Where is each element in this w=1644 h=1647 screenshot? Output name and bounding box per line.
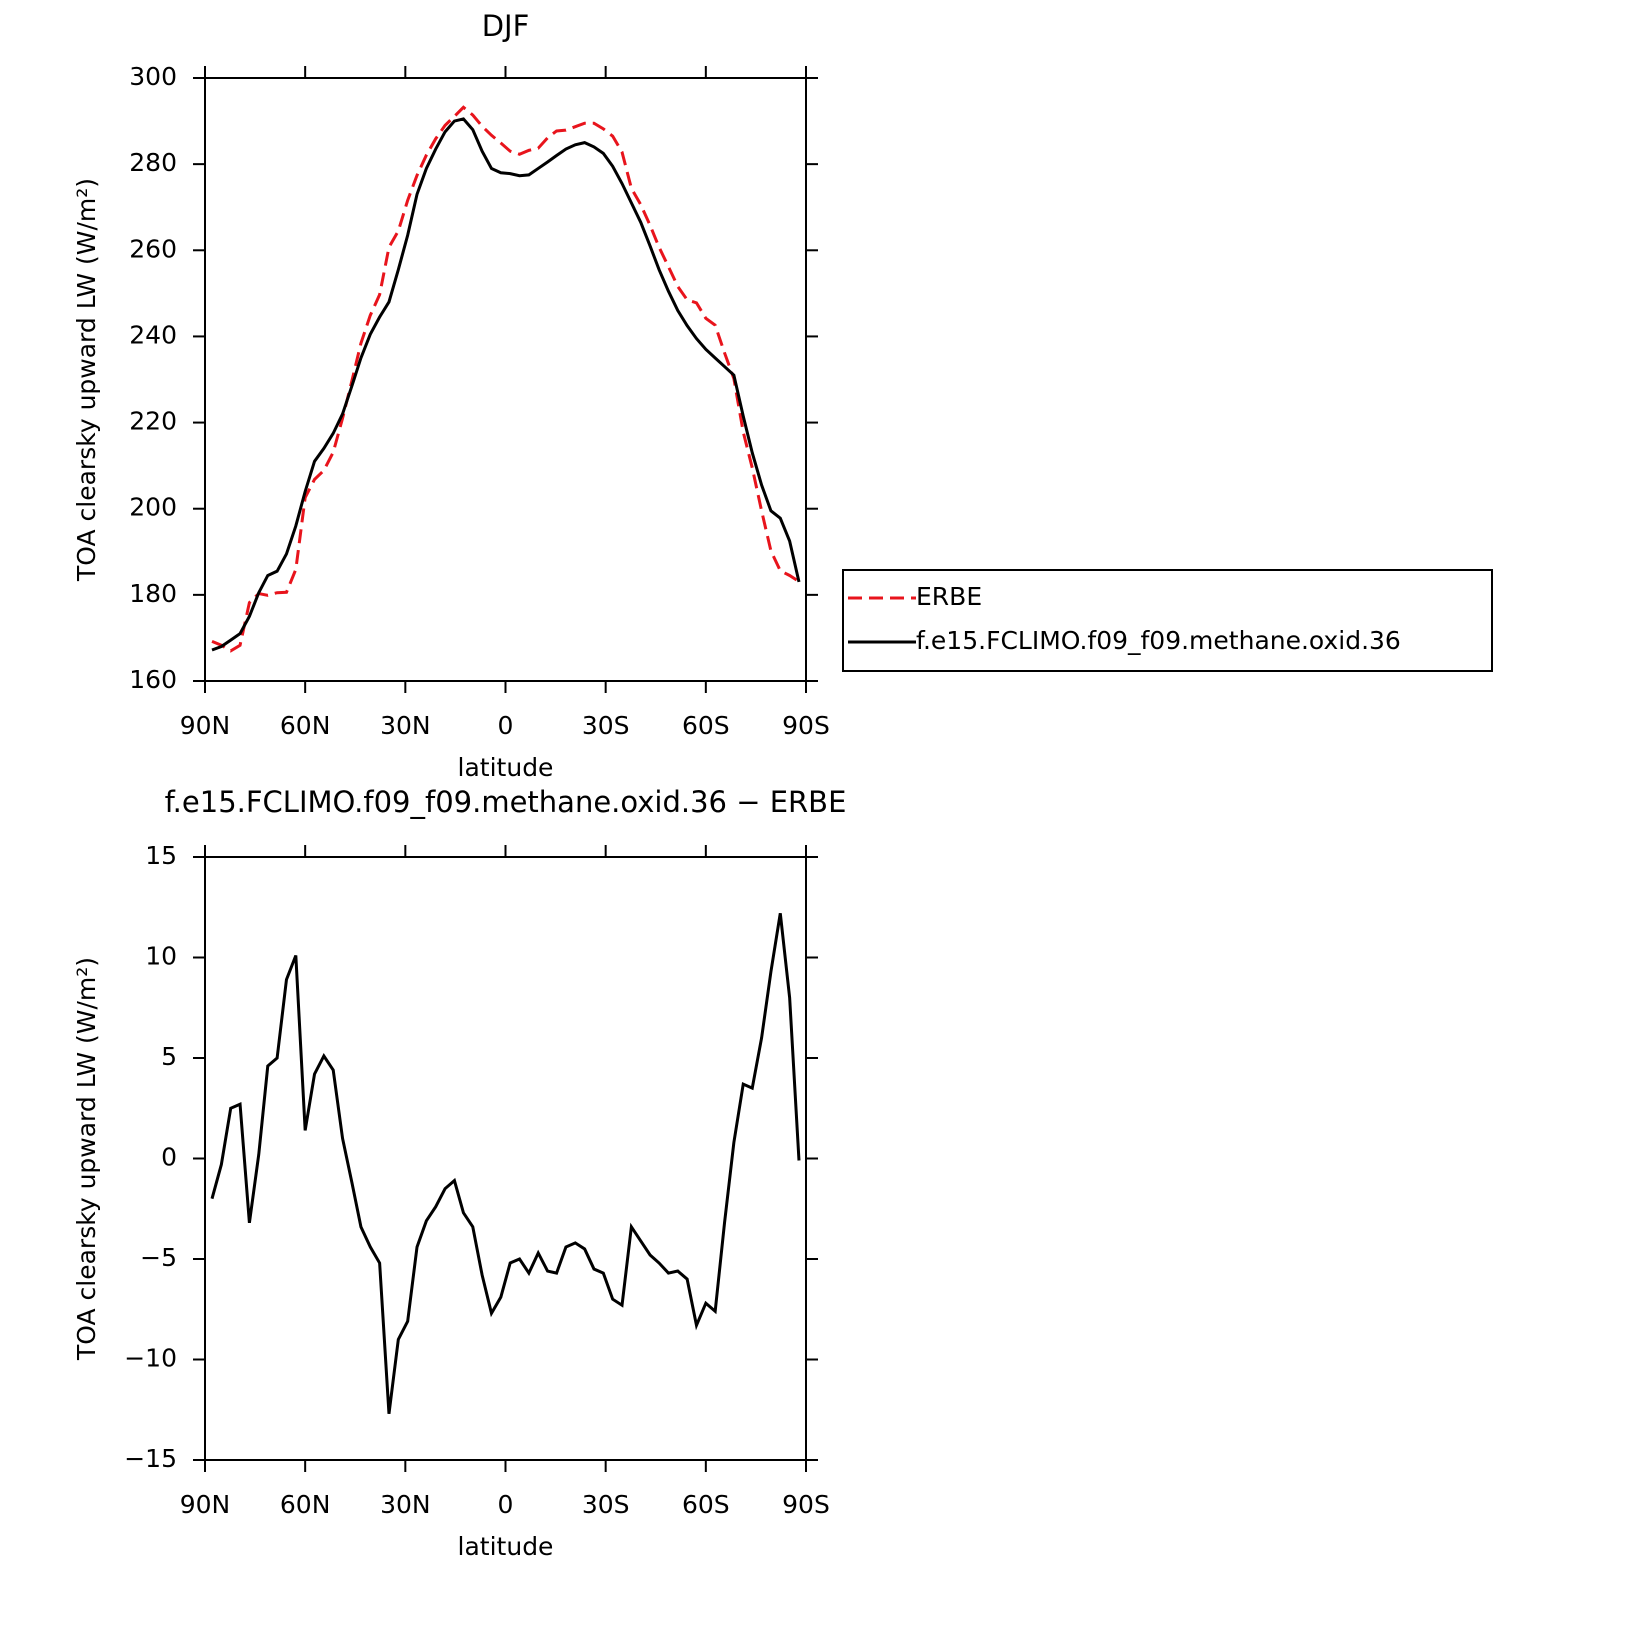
x-tick-label: 60N [280,1490,331,1519]
y-tick-label: 300 [129,62,177,91]
data-line [211,105,800,653]
plot-frame [204,77,807,682]
x-axis-label: latitude [458,1532,554,1561]
y-tick-label: 220 [129,407,177,436]
x-tick-label: 0 [498,1490,514,1519]
chart-title: f.e15.FCLIMO.f09_f09.methane.oxid.36 − E… [165,785,847,819]
y-axis-label: TOA clearsky upward LW (W/m²) [72,957,101,1361]
y-tick-label: 240 [129,320,177,349]
x-tick-label: 90S [782,1490,830,1519]
y-tick-label: 200 [129,493,177,522]
x-tick-label: 90S [782,711,830,740]
y-tick-label: −5 [140,1243,177,1272]
chart-title: DJF [482,9,530,43]
y-tick-label: 160 [129,665,177,694]
data-line [211,117,801,652]
y-tick-label: −10 [124,1344,177,1373]
x-tick-label: 90N [180,1490,231,1519]
legend-label: f.e15.FCLIMO.f09_f09.methane.oxid.36 [916,626,1401,655]
x-tick-label: 60S [682,711,730,740]
data-line [210,913,801,1414]
y-tick-label: 10 [145,942,177,971]
y-tick-label: −15 [124,1444,177,1473]
legend-box [842,569,1493,672]
x-tick-label: 30S [582,711,630,740]
x-tick-label: 30S [582,1490,630,1519]
x-tick-label: 90N [180,711,231,740]
x-tick-label: 30N [380,1490,431,1519]
y-tick-label: 5 [161,1042,177,1071]
x-tick-label: 60S [682,1490,730,1519]
x-tick-label: 60N [280,711,331,740]
legend-label: ERBE [916,582,982,611]
y-tick-label: 0 [161,1143,177,1172]
y-tick-label: 260 [129,234,177,263]
y-tick-label: 15 [145,841,177,870]
x-axis-label: latitude [458,753,554,782]
plot-frame [204,856,807,1461]
y-tick-label: 280 [129,148,177,177]
x-tick-label: 30N [380,711,431,740]
y-tick-label: 180 [129,579,177,608]
y-axis-label: TOA clearsky upward LW (W/m²) [72,178,101,582]
x-tick-label: 0 [498,711,514,740]
